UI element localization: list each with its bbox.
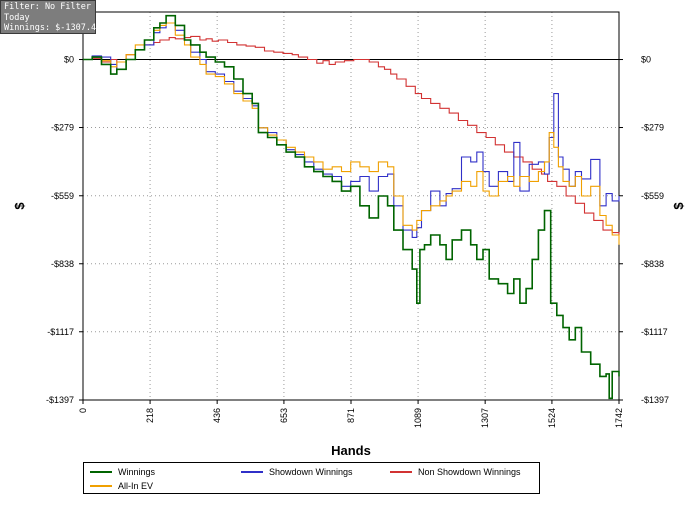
legend-swatch-winnings	[90, 471, 112, 473]
y-tick-label-right: -$279	[641, 123, 664, 133]
period-line: Today	[4, 12, 30, 23]
legend-item-winnings: Winnings	[90, 466, 155, 478]
y-axis-title-right: $	[671, 202, 686, 210]
y-tick-label-left: -$838	[51, 259, 74, 269]
x-axis: 0 218 436 653 871 1089 1307 1524 1742	[78, 400, 624, 428]
grid-lines	[83, 12, 619, 401]
y-tick-label-left: -$279	[51, 123, 74, 133]
legend-item-non-showdown: Non Showdown Winnings	[390, 466, 521, 478]
legend-item-showdown: Showdown Winnings	[241, 466, 353, 478]
y-tick-label-right: $0	[641, 55, 651, 65]
x-tick-label: 1307	[480, 408, 490, 428]
x-axis-title: Hands	[331, 443, 371, 458]
filter-line: Filter: No Filter	[4, 2, 91, 12]
x-tick-label: 1742	[614, 408, 624, 428]
x-tick-label: 0	[78, 408, 88, 413]
y-tick-label-right: -$838	[641, 259, 664, 269]
x-tick-label: 218	[145, 408, 155, 423]
winnings-line: Winnings: $-1307.44	[4, 23, 102, 33]
x-tick-label: 653	[279, 408, 289, 423]
y-tick-label-left: $0	[64, 55, 74, 65]
legend-label: All-In EV	[118, 481, 154, 491]
x-tick-label: 436	[212, 408, 222, 423]
y-tick-label-left: -$1117	[47, 327, 74, 337]
series-lines	[83, 14, 620, 400]
x-tick-label: 871	[346, 408, 356, 423]
y-tick-label-right: -$1397	[641, 395, 669, 405]
legend-swatch-showdown	[241, 471, 263, 473]
legend: Winnings Showdown Winnings Non Showdown …	[83, 462, 540, 494]
legend-item-allin-ev: All-In EV	[90, 480, 153, 492]
y-tick-label-left: -$1397	[46, 395, 74, 405]
legend-label: Winnings	[118, 467, 156, 477]
y-tick-label-right: -$1117	[641, 327, 668, 337]
series-line-winnings	[83, 14, 620, 400]
series-line-non-showdown-winnings	[83, 35, 620, 235]
filter-info-box: Filter: No Filter Today Winnings: $-1307…	[0, 0, 102, 34]
legend-swatch-non-showdown	[390, 471, 412, 473]
y-tick-label-right: -$559	[641, 191, 664, 201]
series-line-showdown-winnings	[83, 22, 620, 238]
y-axis-right: $0 -$279 -$559 -$838 -$1117 -$1397	[619, 55, 669, 405]
y-tick-label-left: -$559	[51, 191, 74, 201]
legend-label: Non Showdown Winnings	[418, 467, 521, 477]
x-tick-label: 1089	[413, 408, 423, 428]
x-tick-label: 1524	[547, 408, 557, 428]
y-axis-left: $0 -$279 -$559 -$838 -$1117 -$1397	[46, 55, 83, 405]
series-line-all-in-ev	[83, 22, 620, 245]
y-axis-title-left: $	[12, 202, 27, 210]
plot-frame	[82, 11, 620, 401]
legend-label: Showdown Winnings	[269, 467, 353, 477]
legend-swatch-allin-ev	[90, 485, 112, 487]
